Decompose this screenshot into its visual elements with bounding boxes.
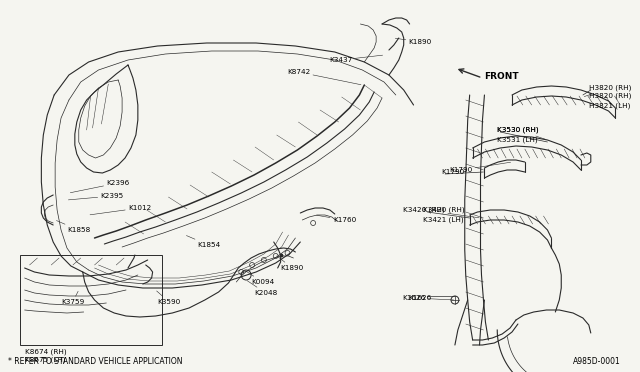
Text: H3820 (RH): H3820 (RH) [589, 93, 631, 99]
Text: K3531 (LH): K3531 (LH) [497, 137, 538, 143]
Text: K1858: K1858 [56, 221, 90, 233]
Text: A985D-0001: A985D-0001 [573, 357, 620, 366]
Text: K1790: K1790 [449, 162, 511, 173]
Text: K3590: K3590 [157, 291, 180, 305]
Text: K3530 (RH): K3530 (RH) [497, 127, 539, 133]
Text: K3530 (RH): K3530 (RH) [497, 127, 546, 140]
Text: K1890: K1890 [276, 256, 304, 271]
Text: K3420 (RH): K3420 (RH) [424, 207, 465, 213]
Text: K3421 (LH): K3421 (LH) [424, 217, 464, 223]
Text: K1626: K1626 [408, 295, 432, 301]
Text: H3821 (LH): H3821 (LH) [589, 103, 630, 109]
Text: K1626: K1626 [402, 295, 454, 301]
Text: K1854: K1854 [186, 235, 220, 248]
Bar [20, 255, 163, 345]
Text: K8742: K8742 [287, 69, 361, 85]
Text: K0094: K0094 [245, 271, 275, 285]
Text: K3759: K3759 [61, 291, 84, 305]
Text: K2395: K2395 [68, 193, 124, 200]
Text: K2396: K2396 [70, 180, 129, 193]
Text: K3437: K3437 [329, 55, 383, 63]
Text: * REFER TO STANDARD VEHICLE APPLICATION: * REFER TO STANDARD VEHICLE APPLICATION [8, 357, 182, 366]
Text: H3820 (RH): H3820 (RH) [584, 85, 631, 97]
Text: K8675 (LH): K8675 (LH) [24, 357, 65, 363]
Text: FRONT: FRONT [484, 71, 519, 80]
Text: K1890: K1890 [396, 38, 432, 45]
Text: K8674 (RH): K8674 (RH) [24, 349, 67, 355]
Text: K3420 (RH): K3420 (RH) [403, 207, 479, 218]
Text: K1012: K1012 [90, 205, 151, 215]
Text: K1790: K1790 [441, 169, 465, 175]
Text: K2048: K2048 [247, 281, 277, 296]
Text: K1760: K1760 [316, 215, 356, 223]
